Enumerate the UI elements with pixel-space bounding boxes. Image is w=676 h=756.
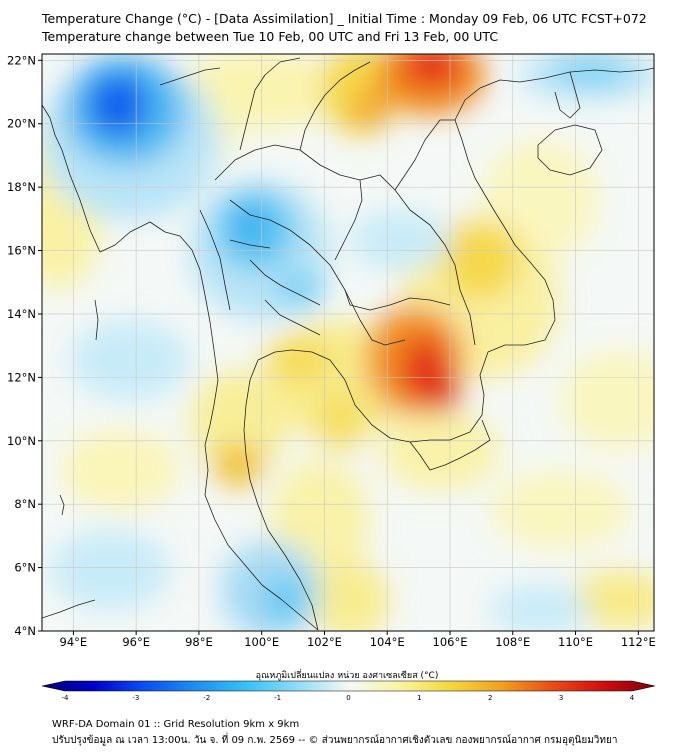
colorbar-tick-label: 1 <box>417 694 421 702</box>
lon-tick-label: 94°E <box>60 635 88 649</box>
lat-tick-label: 12°N <box>7 370 36 384</box>
colorbar: อุณหภูมิเปลี่ยนแปลง หน่วย องศาเซลเซียส (… <box>41 668 656 702</box>
lon-tick-label: 108°E <box>495 635 530 649</box>
colorbar-tick-label: 3 <box>559 694 563 702</box>
lat-tick-label: 6°N <box>14 561 36 575</box>
lat-tick-label: 8°N <box>14 497 36 511</box>
longitude-ticks: 94°E 96°E 98°E 100°E 102°E 104°E 106°E 108°E 110… <box>60 631 656 649</box>
lon-tick-label: 102°E <box>307 635 342 649</box>
coastlines-and-borders <box>42 57 654 631</box>
lon-tick-label: 112°E <box>621 635 656 649</box>
colorbar-tick-label: -4 <box>62 694 70 702</box>
colorbar-title: อุณหภูมิเปลี่ยนแปลง หน่วย องศาเซลเซียส (… <box>256 668 439 681</box>
colorbar-tick-label: 0 <box>346 694 350 702</box>
colorbar-tick-label: -3 <box>132 694 139 702</box>
lon-tick-label: 96°E <box>122 635 150 649</box>
colorbar-tick-label: 2 <box>488 694 492 702</box>
lon-tick-label: 104°E <box>370 635 405 649</box>
lat-tick-label: 16°N <box>7 244 36 258</box>
colorbar-tick-label: -1 <box>274 694 281 702</box>
chart-title: Temperature Change (°C) - [Data Assimila… <box>42 11 647 26</box>
lon-tick-label: 110°E <box>558 635 593 649</box>
lat-tick-label: 22°N <box>7 53 36 67</box>
lat-tick-label: 14°N <box>7 307 36 321</box>
lon-tick-label: 106°E <box>433 635 468 649</box>
model-info: WRF-DA Domain 01 :: Grid Resolution 9km … <box>52 719 300 730</box>
colorbar-tick-label: -2 <box>203 694 210 702</box>
colorbar-tick-label: 4 <box>630 694 635 702</box>
credits-line: ปรับปรุงข้อมูล ณ เวลา 13:00น. วัน จ. ที่… <box>52 735 618 746</box>
map-frame <box>41 53 655 632</box>
lat-tick-label: 10°N <box>7 434 36 448</box>
lat-tick-label: 20°N <box>7 117 36 131</box>
temperature-change-map: 94°E 96°E 98°E 100°E 102°E 104°E 106°E 108°E 110… <box>7 53 656 702</box>
colorbar-bar <box>41 680 656 692</box>
lat-tick-label: 18°N <box>7 180 36 194</box>
lat-tick-label: 4°N <box>14 624 36 638</box>
colorbar-ticks: -4 -3 -2 -1 0 1 2 3 4 <box>62 694 635 702</box>
latitude-ticks: 4°N 6°N 8°N 10°N 12°N 14°N 16°N 18°N 20°N 22°N <box>7 53 42 638</box>
lon-tick-label: 100°E <box>244 635 279 649</box>
temperature-field <box>42 54 654 631</box>
lon-tick-label: 98°E <box>185 635 213 649</box>
chart-subtitle: Temperature change between Tue 10 Feb, 0… <box>42 29 499 44</box>
